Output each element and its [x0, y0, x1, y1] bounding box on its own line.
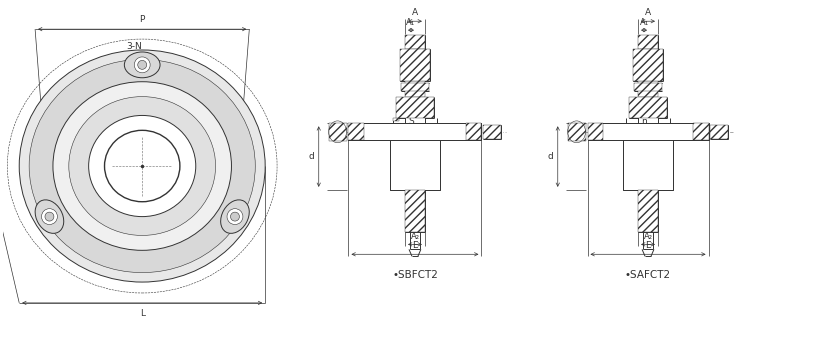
Bar — [634, 83, 662, 91]
Text: L: L — [140, 309, 144, 318]
Text: n: n — [641, 117, 647, 126]
Text: A: A — [645, 8, 651, 17]
Ellipse shape — [20, 50, 265, 282]
Ellipse shape — [230, 212, 239, 221]
Ellipse shape — [138, 61, 147, 69]
Text: 3-N: 3-N — [126, 42, 142, 51]
Bar — [400, 49, 430, 81]
Text: A₂: A₂ — [410, 233, 419, 241]
Text: •SBFCT2: •SBFCT2 — [392, 270, 438, 280]
Bar — [396, 97, 434, 118]
Text: P: P — [140, 15, 145, 24]
Bar — [393, 118, 399, 121]
Ellipse shape — [29, 59, 255, 273]
Text: A₂: A₂ — [644, 233, 653, 241]
Bar — [623, 140, 673, 190]
Ellipse shape — [220, 200, 249, 233]
Bar — [348, 123, 365, 140]
Text: A: A — [412, 8, 418, 17]
Bar — [693, 123, 708, 140]
Bar — [329, 123, 347, 141]
Bar — [568, 123, 586, 141]
Bar — [405, 190, 425, 233]
Text: •SAFCT2: •SAFCT2 — [625, 270, 671, 280]
Ellipse shape — [35, 200, 64, 233]
Text: E: E — [645, 241, 651, 250]
Ellipse shape — [69, 97, 215, 236]
Ellipse shape — [227, 209, 243, 224]
Bar — [405, 81, 425, 97]
Bar — [638, 35, 658, 49]
Bar — [629, 97, 667, 118]
Ellipse shape — [124, 52, 160, 78]
Ellipse shape — [53, 82, 232, 250]
Bar — [405, 35, 425, 49]
Bar — [483, 125, 501, 139]
Text: E: E — [412, 241, 418, 250]
Ellipse shape — [135, 57, 150, 73]
Text: d: d — [308, 152, 314, 161]
Text: d: d — [547, 152, 552, 161]
Bar — [390, 140, 440, 190]
Text: A₁: A₁ — [640, 18, 649, 27]
Bar — [465, 123, 481, 140]
Ellipse shape — [42, 209, 57, 224]
Ellipse shape — [104, 130, 180, 202]
Bar — [638, 190, 658, 233]
Bar — [588, 123, 708, 140]
Bar — [633, 49, 663, 81]
Bar — [638, 81, 658, 97]
Text: A₁: A₁ — [406, 18, 415, 27]
Bar — [348, 123, 481, 140]
Ellipse shape — [89, 116, 196, 217]
Bar — [401, 83, 429, 91]
Bar — [711, 125, 729, 139]
Bar — [588, 123, 603, 140]
Text: S: S — [408, 117, 414, 126]
Ellipse shape — [45, 212, 54, 221]
